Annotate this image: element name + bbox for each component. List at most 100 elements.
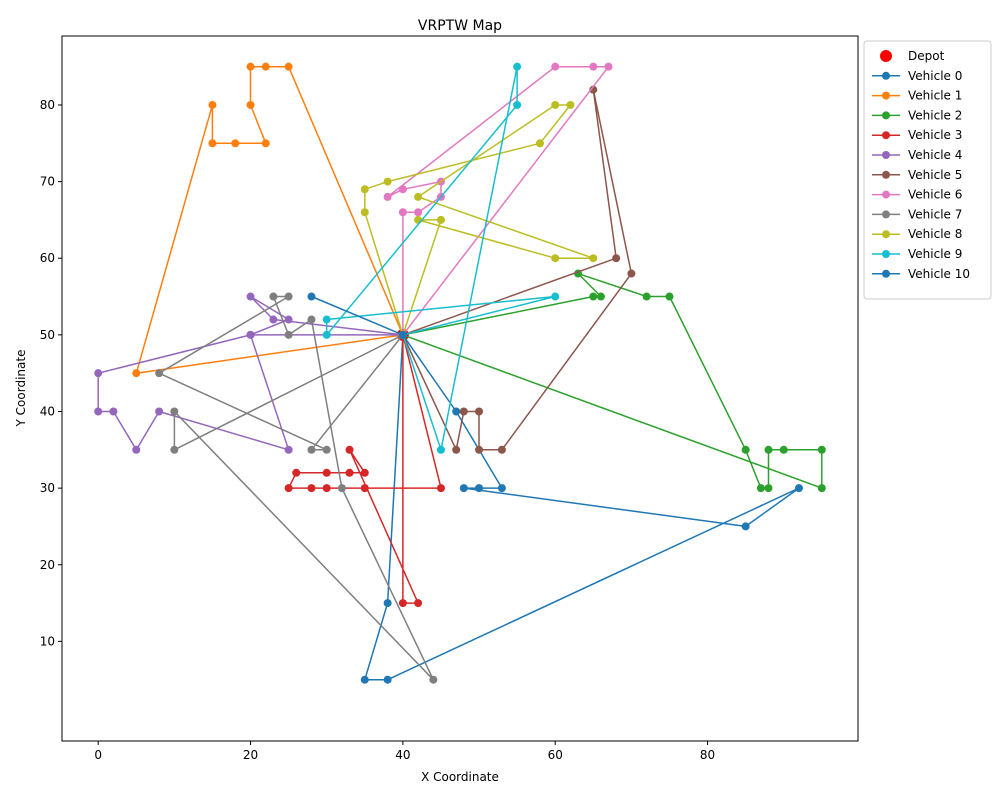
route-vehicle-4 bbox=[94, 292, 407, 454]
route-vehicle-10 bbox=[307, 292, 407, 339]
legend-marker bbox=[882, 210, 890, 219]
route-point bbox=[459, 407, 468, 416]
y-tick-label: 40 bbox=[40, 404, 55, 418]
route-point bbox=[94, 369, 103, 378]
x-axis-label: X Coordinate bbox=[421, 770, 499, 784]
route-point bbox=[756, 484, 765, 493]
route-point bbox=[208, 139, 217, 148]
legend-label: Vehicle 5 bbox=[908, 168, 962, 182]
legend: Depot Vehicle 0 Vehicle 1 Vehicle 2 Vehicle … bbox=[863, 40, 992, 300]
route-point bbox=[452, 445, 461, 454]
legend-label: Vehicle 7 bbox=[908, 207, 962, 221]
route-point bbox=[360, 208, 369, 217]
route-point bbox=[383, 675, 392, 684]
y-tick-label: 30 bbox=[40, 481, 55, 495]
route-point bbox=[322, 484, 331, 493]
route-point bbox=[208, 100, 217, 109]
route-point bbox=[246, 330, 255, 339]
y-tick-label: 10 bbox=[40, 634, 55, 648]
route-point bbox=[398, 330, 407, 339]
legend-marker bbox=[882, 250, 890, 258]
route-point bbox=[261, 62, 270, 71]
route-point bbox=[360, 185, 369, 194]
legend-marker bbox=[882, 269, 890, 278]
route-point bbox=[604, 62, 613, 71]
x-tick-label: 80 bbox=[700, 748, 715, 762]
route-point bbox=[566, 100, 575, 109]
route-line bbox=[402, 88, 633, 451]
route-point bbox=[155, 407, 164, 416]
route-point bbox=[589, 62, 598, 71]
route-point bbox=[551, 254, 560, 263]
route-point bbox=[345, 468, 354, 477]
route-point bbox=[284, 62, 293, 71]
plot-area bbox=[61, 35, 859, 742]
route-point bbox=[307, 315, 316, 324]
route-point bbox=[246, 100, 255, 109]
route-point bbox=[246, 62, 255, 71]
route-point bbox=[779, 445, 788, 454]
route-line bbox=[325, 65, 556, 451]
route-point bbox=[589, 254, 598, 263]
route-point bbox=[497, 445, 506, 454]
route-point bbox=[284, 315, 293, 324]
route-point bbox=[551, 62, 560, 71]
axis-layer: 0 20 40 60 80 10 20 30 40 50 60 70 80 bbox=[40, 98, 715, 762]
route-point bbox=[551, 100, 560, 109]
legend-marker bbox=[882, 230, 890, 239]
legend-depot-label: Depot bbox=[908, 49, 945, 63]
route-vehicle-1 bbox=[132, 62, 407, 378]
y-tick-label: 20 bbox=[40, 558, 55, 572]
legend-label: Vehicle 0 bbox=[908, 69, 962, 83]
route-point bbox=[589, 85, 598, 94]
legend-label: Vehicle 9 bbox=[908, 247, 962, 261]
route-point bbox=[360, 468, 369, 477]
legend-label: Vehicle 6 bbox=[908, 188, 962, 202]
legend-marker bbox=[882, 71, 890, 80]
legend-label: Vehicle 1 bbox=[908, 89, 962, 103]
legend-label: Vehicle 10 bbox=[908, 267, 970, 281]
y-axis-label: Y Coordinate bbox=[14, 350, 28, 428]
route-point bbox=[94, 407, 103, 416]
route-point bbox=[794, 484, 803, 493]
legend-label: Vehicle 3 bbox=[908, 128, 962, 142]
route-point bbox=[452, 407, 461, 416]
route-point bbox=[109, 407, 118, 416]
route-point bbox=[322, 468, 331, 477]
route-point bbox=[513, 100, 522, 109]
route-point bbox=[436, 215, 445, 224]
route-point bbox=[284, 445, 293, 454]
route-point bbox=[475, 407, 484, 416]
route-point bbox=[307, 445, 316, 454]
y-tick-label: 60 bbox=[40, 251, 55, 265]
route-point bbox=[284, 330, 293, 339]
y-tick-label: 70 bbox=[40, 175, 55, 189]
route-point bbox=[383, 192, 392, 201]
legend-label: Vehicle 4 bbox=[908, 148, 962, 162]
route-point bbox=[612, 254, 621, 263]
route-point bbox=[741, 522, 750, 531]
route-point bbox=[764, 445, 773, 454]
legend-depot-marker bbox=[880, 50, 892, 62]
route-point bbox=[261, 139, 270, 148]
legend-marker bbox=[882, 111, 890, 120]
x-tick-label: 20 bbox=[243, 748, 258, 762]
route-line bbox=[402, 272, 823, 489]
route-point bbox=[170, 445, 179, 454]
route-point bbox=[383, 177, 392, 186]
route-point bbox=[307, 484, 316, 493]
x-tick-label: 40 bbox=[395, 748, 410, 762]
route-point bbox=[246, 292, 255, 301]
route-point bbox=[764, 484, 773, 493]
route-point bbox=[398, 185, 407, 194]
route-point bbox=[436, 484, 445, 493]
legend-marker bbox=[882, 190, 890, 199]
route-point bbox=[398, 208, 407, 217]
route-point bbox=[414, 192, 423, 201]
route-point bbox=[269, 315, 278, 324]
route-point bbox=[398, 599, 407, 608]
route-point bbox=[322, 330, 331, 339]
legend-marker bbox=[882, 91, 890, 100]
route-point bbox=[307, 292, 316, 301]
